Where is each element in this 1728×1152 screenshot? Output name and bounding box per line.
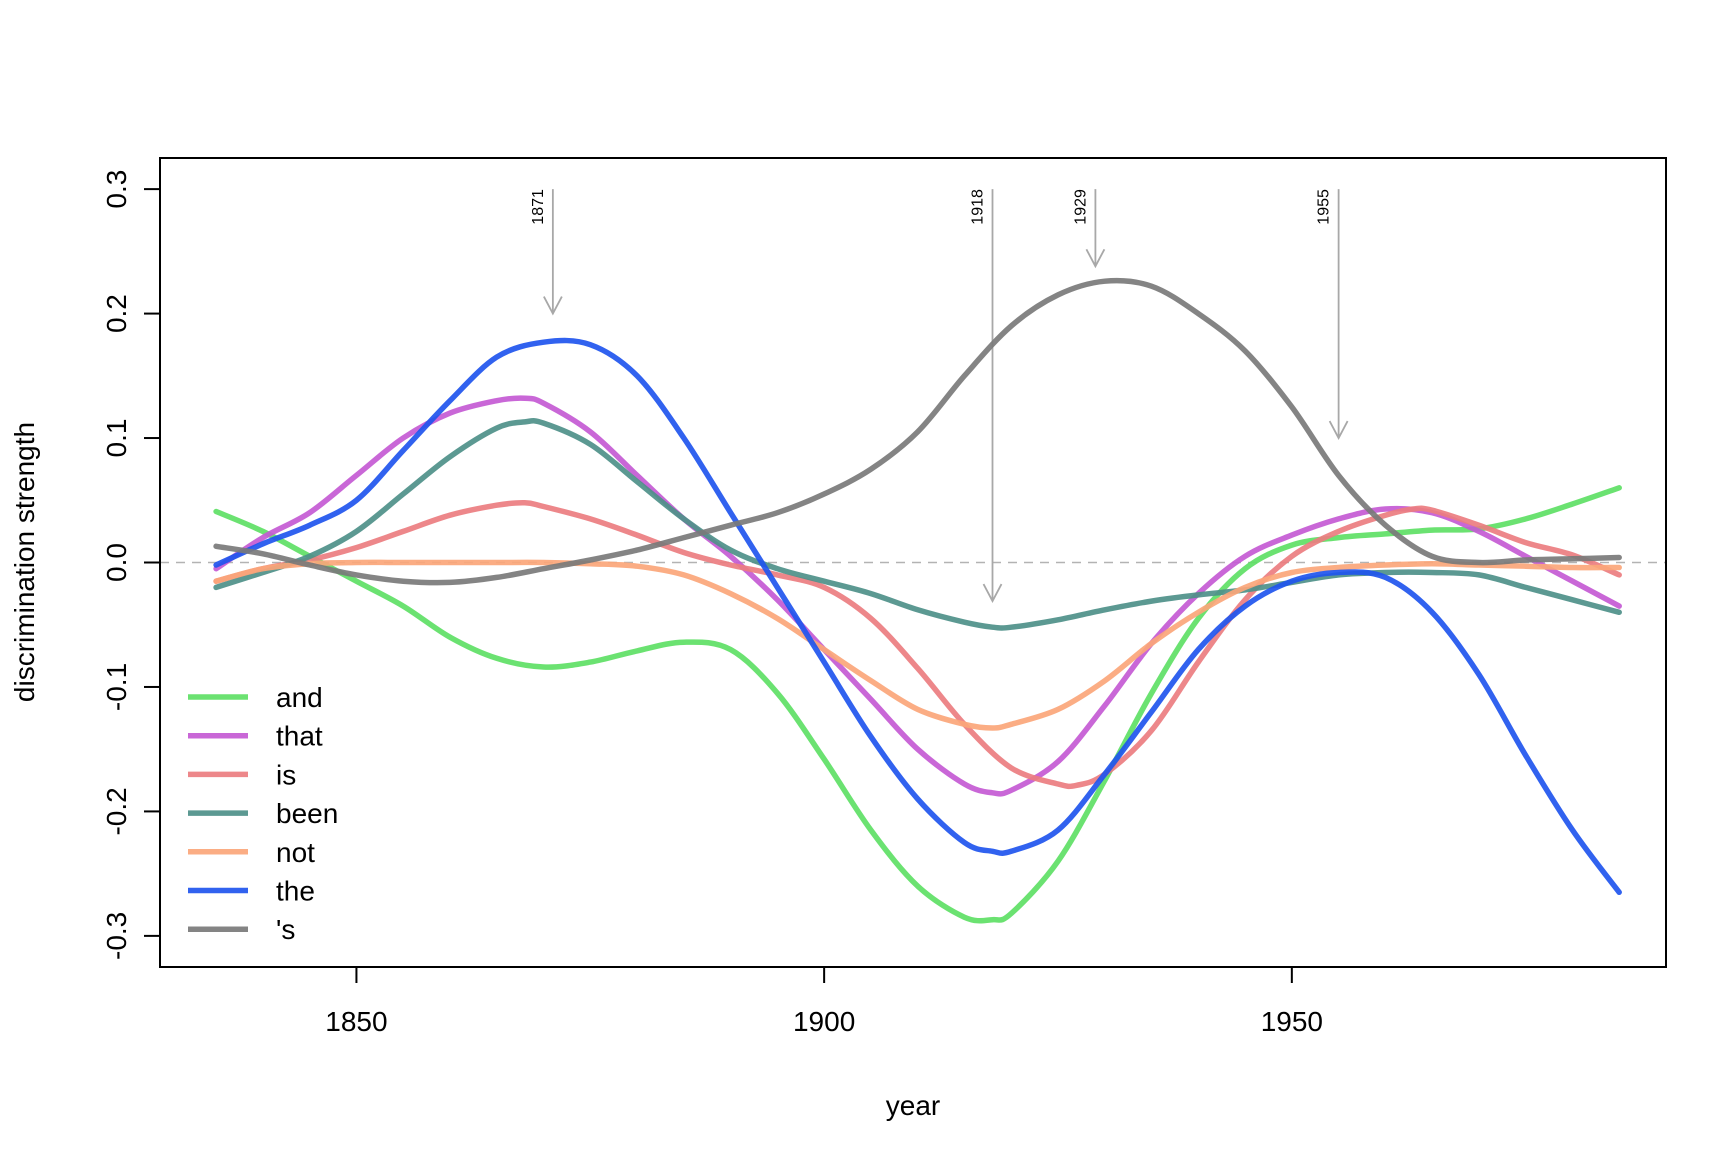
series-line-is [213,500,1622,790]
legend-label: 's [276,914,295,945]
annotation-arrow-head [1328,420,1349,440]
y-tick-label: -0.2 [101,787,132,835]
x-tick-label: 1950 [1261,1006,1323,1037]
x-tick-label: 1900 [793,1006,855,1037]
annotation-label: 1929 [1072,189,1089,225]
legend-entry: and [188,682,323,713]
y-tick-label: -0.1 [101,663,132,711]
annotation-1929: 1929 [1072,189,1106,269]
y-tick-label: -0.3 [101,912,132,960]
y-tick-label: 0.1 [101,419,132,458]
annotation-label: 1871 [530,189,547,225]
legend-label: been [276,798,338,829]
annotation-arrow-head [982,583,1003,604]
y-axis: -0.3 -0.2 -0.1 0.0 0.1 0.2 0.3 [101,170,161,960]
legend-entry: the [188,876,315,907]
legend-label: that [276,721,323,752]
annotation-label: 1918 [970,189,987,225]
legend: and that is been not the 's [188,682,338,945]
series-line-s [213,277,1622,586]
series-line-the [213,337,1622,896]
annotation-label: 1955 [1316,189,1333,225]
y-axis-title: discrimination strength [9,422,40,702]
legend-entry: is [188,759,296,790]
y-tick-label: 0.0 [101,543,132,582]
annotation-1955: 1955 [1316,189,1349,440]
legend-entry: 's [188,914,295,945]
x-axis: 1850 1900 1950 [325,966,1323,1037]
series-line-and [213,485,1622,924]
legend-entry: not [188,837,315,868]
series-line-not [213,559,1622,731]
series-line-that [213,395,1622,797]
legend-entry: been [188,798,338,829]
legend-label: is [276,759,296,790]
annotation-arrow-head [543,296,563,316]
legend-label: the [276,876,315,907]
series-group [213,277,1622,924]
annotation-group: 1871 1918 1929 1955 [530,189,1349,604]
annotation-1871: 1871 [530,189,563,316]
legend-label: not [276,837,315,868]
y-tick-label: 0.2 [101,294,132,333]
annotation-arrow-head [1085,248,1106,269]
y-tick-label: 0.3 [101,170,132,209]
x-axis-title: year [886,1090,940,1121]
legend-entry: that [188,721,323,752]
x-tick-label: 1850 [325,1006,387,1037]
annotation-1918: 1918 [970,189,1003,604]
legend-label: and [276,682,323,713]
